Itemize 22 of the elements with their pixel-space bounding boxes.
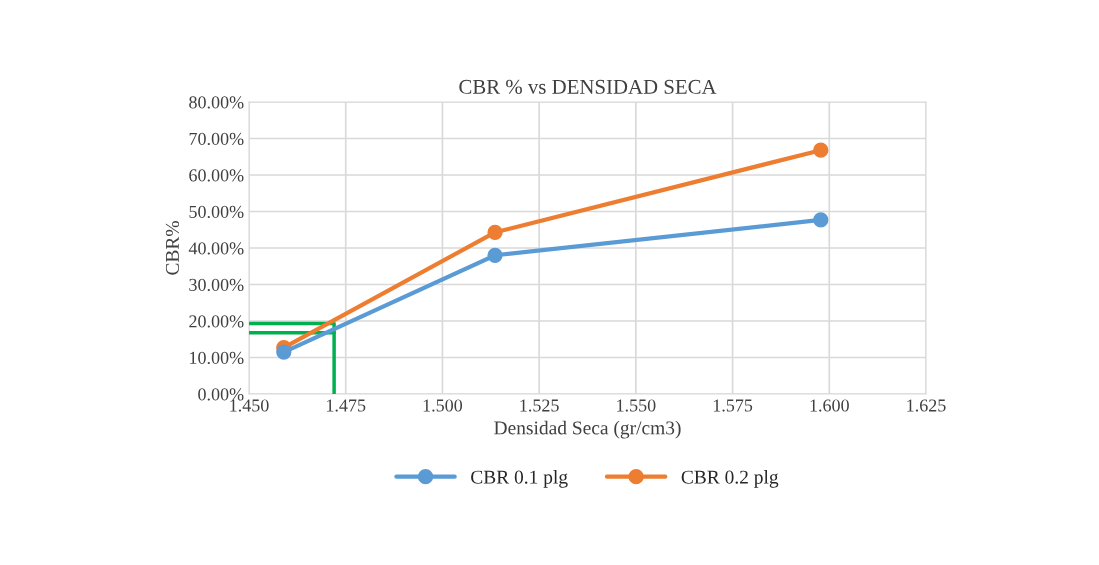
x-tick-label: 1.600	[810, 399, 849, 412]
x-tick-label: 1.500	[423, 399, 463, 412]
legend-label: CBR 0.2 plg	[681, 470, 779, 488]
x-tick-label: 1.550	[617, 399, 656, 412]
y-tick-label: 50.00%	[189, 205, 244, 219]
y-tick-label: 40.00%	[188, 242, 244, 255]
x-tick-label: 1.475	[326, 399, 366, 412]
x-tick-label: 1.525	[520, 399, 559, 412]
x-axis-title: Densidad Seca (gr/cm3)	[494, 420, 681, 439]
y-tick-label: 70.00%	[189, 132, 244, 146]
y-tick-label: 80.00%	[189, 96, 244, 109]
y-tick-label: 10.00%	[190, 351, 244, 365]
y-tick-label: 30.00%	[189, 278, 244, 292]
y-tick-label: 60.00%	[189, 169, 244, 182]
y-tick-label: 20.00%	[189, 315, 244, 328]
y-tick-label: 0.00%	[198, 388, 244, 401]
chart-title: CBR % vs DENSIDAD SECA	[459, 79, 717, 94]
x-tick-label: 1.625	[907, 399, 946, 412]
x-tick-label: 1.575	[713, 399, 753, 412]
x-tick-label: 1.450	[230, 399, 269, 412]
legend-label: CBR 0.1 plg	[471, 470, 568, 488]
y-axis-title: CBR%	[165, 221, 180, 275]
